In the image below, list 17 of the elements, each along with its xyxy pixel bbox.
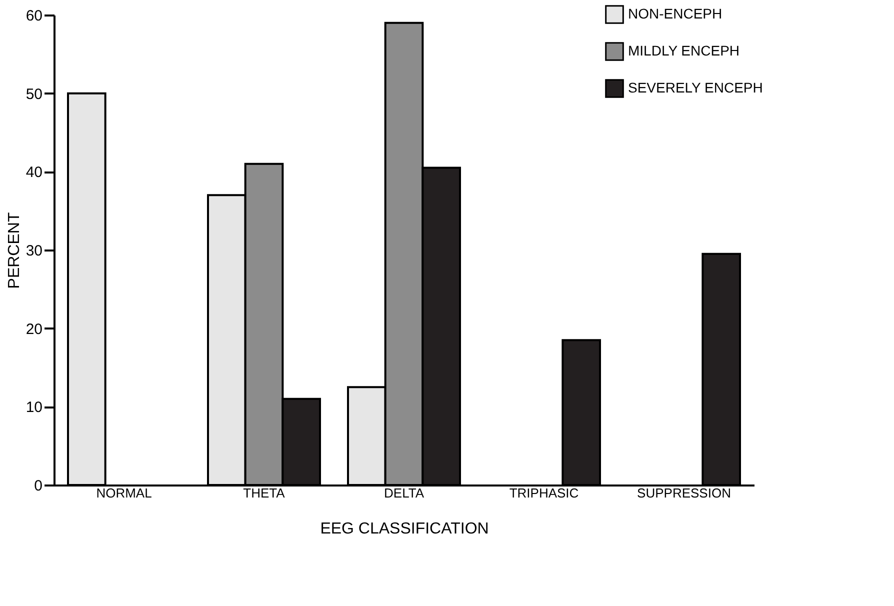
y-tick-label: 30 — [26, 242, 42, 260]
y-tick-label: 10 — [26, 399, 42, 416]
y-tick-label: 20 — [26, 320, 42, 338]
y-tick-label: 0 — [34, 478, 42, 494]
legend-label: MILDLY ENCEPH — [628, 42, 740, 58]
x-tick-label: DELTA — [384, 486, 424, 500]
y-tick-label: 40 — [26, 164, 42, 182]
legend-label: SEVERELY ENCEPH — [628, 80, 763, 96]
y-tick-label: 60 — [26, 8, 42, 24]
x-tick-label: TRIPHASIC — [509, 486, 579, 500]
y-tick-label: 50 — [26, 86, 42, 103]
y-axis-title: PERCENT — [6, 212, 23, 289]
x-tick-label: THETA — [243, 486, 286, 500]
x-tick-label: SUPPRESSION — [637, 486, 731, 500]
legend-label: NON-ENCEPH — [628, 6, 722, 22]
x-axis-title: EEG CLASSIFICATION — [320, 520, 489, 538]
x-tick-label: NORMAL — [96, 486, 152, 500]
